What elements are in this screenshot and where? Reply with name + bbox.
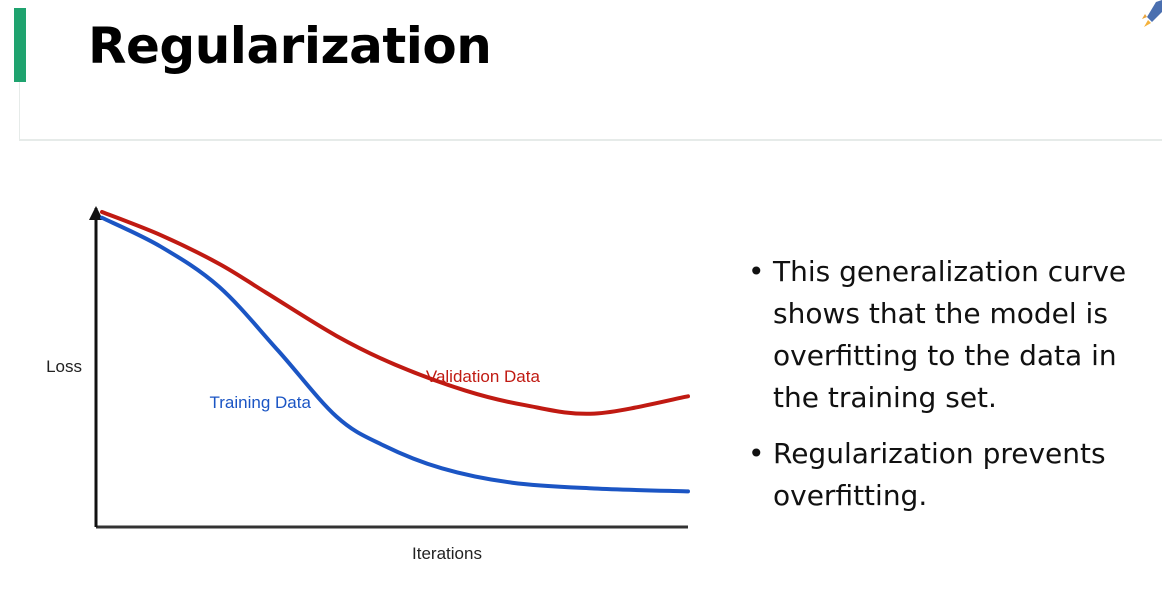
series-line-training-data [100, 215, 690, 494]
series-label-training-data: Training Data [210, 393, 312, 412]
header-left-rule [19, 82, 20, 140]
rocket-icon [1142, 0, 1162, 27]
bullet-item-overfitting-curve: This generalization curve shows that the… [748, 251, 1158, 419]
y-axis-label: Loss [46, 357, 82, 376]
title-accent-bar [14, 8, 26, 82]
header-divider [19, 139, 1162, 141]
series-label-validation-data: Validation Data [426, 367, 541, 386]
series-line-validation-data [100, 210, 690, 416]
bullet-list: This generalization curve shows that the… [748, 251, 1158, 531]
bullet-item-regularization: Regularization prevents overfitting. [748, 433, 1158, 517]
generalization-chart: Validation Data Training Data Iterations Lo… [46, 206, 690, 563]
x-axis-label: Iterations [412, 544, 482, 563]
y-axis-arrow [89, 206, 103, 220]
slide-title: Regularization [88, 17, 492, 75]
